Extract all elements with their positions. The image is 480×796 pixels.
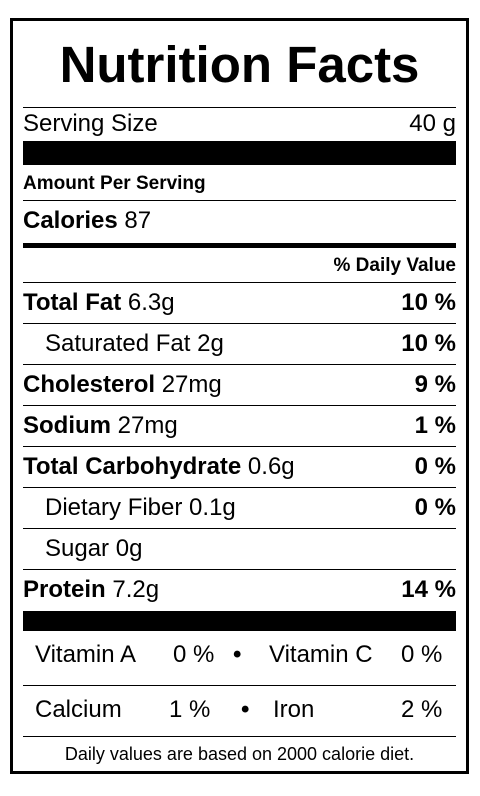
iron-value: 2 % (401, 696, 443, 723)
serving-size-row: Serving Size 40 g (23, 108, 456, 140)
nutrient-amount: 2g (197, 330, 224, 357)
calcium-value: 1 % (169, 696, 211, 723)
divider (23, 323, 456, 324)
nutrient-name: Sugar 0g (45, 535, 142, 563)
vitamin-a-value: 0 % (173, 641, 215, 668)
nutrient-amount: 0.1g (189, 494, 236, 521)
thick-divider (23, 611, 456, 631)
bullet-separator: • (233, 641, 242, 668)
calories-text: Calories 87 (23, 207, 151, 235)
nutrient-name: Cholesterol 27mg (23, 371, 222, 399)
nutrient-amount: 0.6g (247, 453, 295, 480)
nutrient-daily-value: 1 % (414, 412, 456, 439)
nutrition-label: Nutrition Facts Serving Size 40 g Amount… (10, 18, 469, 774)
nutrient-label: Saturated Fat (45, 330, 191, 357)
thick-divider (23, 141, 456, 165)
nutrient-name: Total Carbohydrate 0.6g (23, 453, 295, 481)
medium-divider (23, 243, 456, 248)
nutrient-row-total-carbohydrate: Total Carbohydrate 0.6g 0 % (23, 447, 456, 487)
nutrition-label-inner: Nutrition Facts Serving Size 40 g Amount… (23, 21, 456, 771)
nutrient-label: Cholesterol (23, 371, 156, 398)
nutrient-daily-value: 9 % (414, 371, 456, 398)
divider (23, 405, 456, 406)
serving-size-value: 40 g (409, 110, 456, 137)
divider (23, 736, 456, 737)
nutrient-row-sugar: Sugar 0g (23, 529, 456, 569)
nutrient-amount: 6.3g (127, 289, 175, 316)
nutrient-row-total-fat: Total Fat 6.3g 10 % (23, 283, 456, 323)
calories-label: Calories (23, 207, 118, 234)
nutrient-label: Total Fat (23, 289, 122, 316)
nutrient-amount: 27mg (117, 412, 178, 439)
nutrient-name: Protein 7.2g (23, 576, 159, 604)
nutrient-label: Dietary Fiber (45, 494, 183, 521)
divider (23, 528, 456, 529)
vitamin-a-label: Vitamin A (35, 641, 136, 668)
calories-row: Calories 87 (23, 204, 456, 238)
divider (23, 446, 456, 447)
nutrient-daily-value: 10 % (401, 289, 456, 316)
daily-value-header-label: % Daily Value (333, 255, 456, 276)
nutrient-amount: 27mg (161, 371, 222, 398)
daily-value-header: % Daily Value (23, 251, 456, 281)
nutrient-daily-value: 0 % (414, 453, 456, 480)
nutrient-name: Total Fat 6.3g (23, 289, 175, 317)
serving-size-label: Serving Size (23, 110, 158, 137)
divider (23, 569, 456, 570)
nutrient-daily-value: 0 % (414, 494, 456, 521)
vitamin-c-label: Vitamin C (269, 641, 373, 668)
amount-per-serving-label: Amount Per Serving (23, 173, 206, 194)
iron-label: Iron (273, 696, 315, 723)
footnote: Daily values are based on 2000 calorie d… (64, 744, 415, 764)
nutrient-name: Sodium 27mg (23, 412, 178, 440)
nutrient-row-sodium: Sodium 27mg 1 % (23, 406, 456, 446)
divider (23, 487, 456, 488)
nutrient-daily-value: 14 % (401, 576, 456, 603)
nutrient-row-dietary-fiber: Dietary Fiber 0.1g 0 % (23, 488, 456, 528)
nutrient-row-protein: Protein 7.2g 14 % (23, 570, 456, 610)
divider (23, 200, 456, 201)
nutrient-name: Dietary Fiber 0.1g (45, 494, 236, 522)
nutrient-label: Protein (23, 576, 106, 603)
divider (23, 364, 456, 365)
divider (23, 107, 456, 108)
nutrient-name: Saturated Fat 2g (45, 330, 224, 358)
label-title: Nutrition Facts (59, 36, 420, 93)
calcium-label: Calcium (35, 696, 122, 723)
nutrient-amount: 0g (115, 535, 143, 562)
amount-per-serving: Amount Per Serving (23, 169, 456, 199)
nutrient-label: Sodium (23, 412, 111, 439)
nutrient-daily-value: 10 % (401, 330, 456, 357)
calories-value: 87 (124, 207, 152, 234)
nutrient-amount: 7.2g (112, 576, 160, 603)
divider (23, 685, 456, 686)
nutrient-label: Total Carbohydrate (23, 453, 242, 480)
nutrient-row-saturated-fat: Saturated Fat 2g 10 % (23, 324, 456, 364)
divider (23, 282, 456, 283)
vitamin-c-value: 0 % (401, 641, 443, 668)
nutrient-row-cholesterol: Cholesterol 27mg 9 % (23, 365, 456, 405)
nutrient-label: Sugar (45, 535, 110, 562)
bullet-separator: • (241, 696, 250, 723)
